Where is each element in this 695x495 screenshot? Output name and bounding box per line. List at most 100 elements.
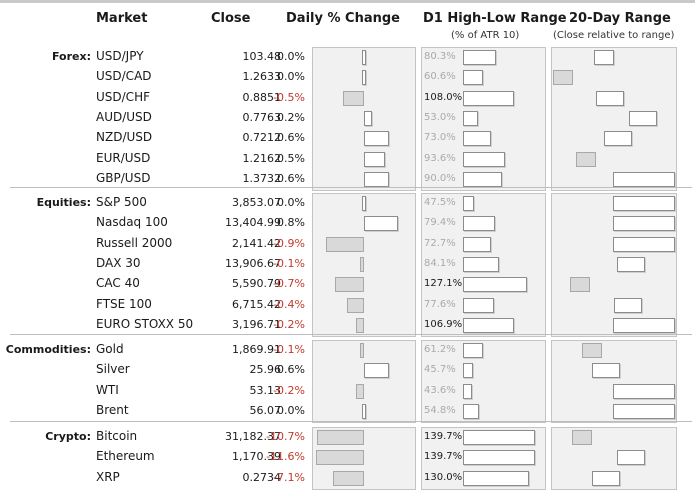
- close-value: 103.48: [242, 50, 282, 63]
- daily-change-panel: [312, 193, 416, 338]
- atr-value: 43.6%: [424, 384, 456, 396]
- close-value: 0.8851: [242, 90, 282, 104]
- atr-value: 80.3%: [424, 51, 456, 62]
- group-separator: [10, 334, 692, 335]
- close-value: 13,906.67: [225, 256, 281, 270]
- daily-change-bar: [355, 317, 364, 333]
- atr-bar: [463, 277, 527, 293]
- range-marker: [613, 317, 675, 333]
- daily-change-bar: [364, 216, 398, 232]
- group-separator: [10, 187, 692, 188]
- atr-bar: [463, 151, 505, 167]
- atr-value: 139.7%: [424, 451, 463, 463]
- atr-bar: [463, 216, 496, 232]
- daily-change-value: 0.0%: [277, 50, 305, 63]
- atr-bar: [463, 110, 478, 126]
- daily-change-bar: [364, 110, 373, 126]
- daily-change-value: 0.0%: [277, 70, 305, 84]
- group-label: Forex:: [51, 50, 91, 63]
- daily-change-value: 0.6%: [277, 171, 305, 185]
- market-name: S&P 500: [96, 195, 147, 209]
- daily-change-bar: [359, 256, 364, 272]
- close-value: 13,404.99: [225, 216, 281, 230]
- close-value: 5,590.79: [232, 277, 281, 291]
- daily-change-bar: [364, 131, 390, 147]
- range-marker: [575, 151, 596, 167]
- atr-bar: [463, 297, 495, 313]
- market-name: Bitcoin: [96, 429, 138, 443]
- daily-change-value: -0.1%: [273, 343, 305, 356]
- market-name: Gold: [96, 342, 124, 356]
- range-marker: [616, 450, 645, 466]
- range-marker: [628, 110, 657, 126]
- atr-value: 108.0%: [424, 91, 463, 103]
- twenty-day-panel: [551, 47, 677, 192]
- atr-value: 60.6%: [424, 71, 456, 83]
- atr-value: 72.7%: [424, 237, 456, 249]
- atr-bar: [463, 171, 503, 187]
- range-marker: [613, 236, 675, 252]
- market-name: WTI: [96, 382, 119, 397]
- atr-value: 106.9%: [424, 318, 463, 330]
- close-value: 31,182.37: [225, 430, 281, 443]
- close-value: 3,196.71: [232, 317, 281, 331]
- daily-change-value: 0.0%: [277, 403, 305, 417]
- atr-bar: [463, 90, 515, 106]
- range-marker: [613, 196, 675, 211]
- daily-change-bar: [316, 450, 364, 466]
- daily-change-bar: [359, 343, 364, 358]
- close-value: 1.2633: [242, 70, 282, 84]
- header-close: Close: [211, 11, 251, 26]
- close-value: 0.7212: [242, 131, 282, 145]
- daily-change-value: -0.1%: [273, 256, 305, 270]
- header-daily-change: Daily % Change: [286, 11, 400, 26]
- market-name: Ethereum: [96, 449, 155, 464]
- atr-value: 127.1%: [424, 278, 463, 290]
- daily-change-bar: [364, 363, 390, 379]
- daily-change-value: -0.2%: [273, 383, 305, 397]
- daily-change-bar: [332, 470, 364, 486]
- daily-change-bar: [362, 70, 366, 86]
- atr-bar: [463, 70, 483, 86]
- atr-value: 79.4%: [424, 217, 456, 229]
- range-marker: [581, 343, 602, 358]
- close-value: 56.07: [249, 403, 282, 417]
- daily-change-bar: [364, 151, 385, 167]
- range-marker: [594, 50, 614, 65]
- atr-value: 84.1%: [424, 257, 456, 269]
- daily-change-bar: [343, 90, 364, 106]
- header-market: Market: [96, 11, 148, 26]
- daily-change-bar: [347, 297, 364, 313]
- atr-value: 54.8%: [424, 404, 456, 416]
- atr-bar: [463, 196, 475, 211]
- daily-change-value: -7.1%: [273, 470, 305, 484]
- daily-change-bar: [364, 171, 390, 187]
- atr-bar: [463, 256, 499, 272]
- market-name: DAX 30: [96, 255, 141, 270]
- atr-bar: [463, 343, 484, 358]
- daily-change-value: -0.4%: [273, 297, 305, 311]
- range-marker: [604, 131, 633, 147]
- group-label: Equities:: [36, 196, 91, 209]
- range-marker: [592, 470, 621, 486]
- daily-change-value: -11.6%: [266, 450, 305, 464]
- close-value: 6,715.42: [232, 297, 281, 311]
- market-name: USD/JPY: [96, 49, 144, 63]
- range-marker: [553, 70, 573, 86]
- group-label: Crypto:: [45, 430, 91, 443]
- daily-change-bar: [362, 196, 366, 211]
- market-name: Russell 2000: [96, 235, 173, 250]
- daily-change-value: -10.7%: [266, 430, 305, 443]
- daily-change-bar: [334, 277, 364, 293]
- atr-bar: [463, 317, 514, 333]
- atr-bar: [463, 470, 529, 486]
- daily-change-bar: [326, 236, 364, 252]
- close-value: 1,869.91: [232, 343, 281, 356]
- daily-change-value: 0.2%: [277, 110, 305, 124]
- atr-bar: [463, 131, 492, 147]
- d1-range-panel: [421, 340, 546, 424]
- range-marker: [614, 297, 643, 313]
- atr-value: 61.2%: [424, 344, 456, 355]
- daily-change-bar: [362, 50, 366, 65]
- market-name: CAC 40: [96, 276, 140, 291]
